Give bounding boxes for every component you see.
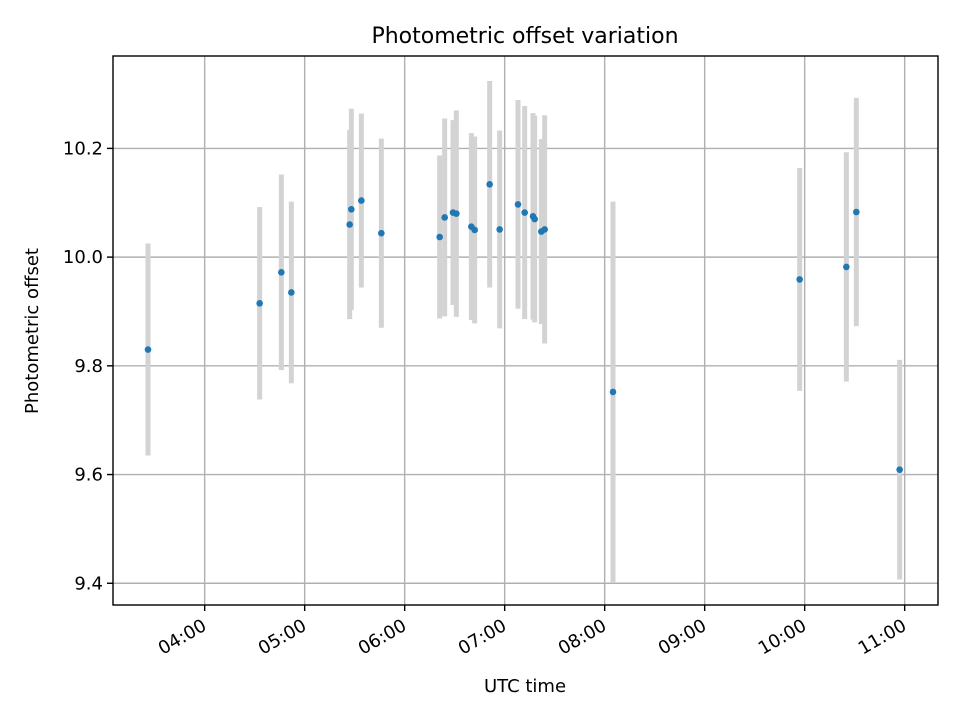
data-point xyxy=(453,210,460,217)
x-tick-label: 07:00 xyxy=(455,615,510,659)
x-axis-title: UTC time xyxy=(484,676,566,697)
data-point xyxy=(853,208,860,216)
data-point xyxy=(843,263,850,271)
data-point xyxy=(278,269,285,276)
chart-title: Photometric offset variation xyxy=(371,24,678,49)
x-tick-label: 09:00 xyxy=(655,615,710,659)
data-point xyxy=(541,226,548,233)
x-tick-label: 10:00 xyxy=(755,615,810,659)
x-tick-label: 05:00 xyxy=(255,615,310,659)
errorbar-layer xyxy=(145,81,903,583)
data-point xyxy=(256,300,263,307)
data-point xyxy=(796,276,803,283)
data-point xyxy=(486,180,493,188)
data-point xyxy=(348,205,355,213)
y-tick-label: 9.8 xyxy=(74,356,103,377)
data-point xyxy=(896,466,903,473)
data-point xyxy=(471,226,478,234)
data-point xyxy=(358,197,365,204)
data-point xyxy=(496,226,503,233)
data-point xyxy=(609,388,617,396)
y-axis-title: Photometric offset xyxy=(22,248,43,414)
x-tick-label: 06:00 xyxy=(355,615,410,659)
plot-frame xyxy=(112,55,939,606)
y-tick-label: 10.2 xyxy=(63,138,103,159)
x-tick-label: 11:00 xyxy=(855,615,910,659)
data-point xyxy=(436,233,443,241)
data-point xyxy=(288,289,295,296)
y-tick-label: 10.0 xyxy=(63,247,103,268)
x-axis-ticks: 04:00 05:00 06:00 07:00 08:00 09:00 10:00 11:00 xyxy=(155,605,910,659)
data-point xyxy=(531,215,538,223)
y-tick-label: 9.4 xyxy=(74,573,103,594)
y-tick-label: 9.6 xyxy=(74,465,103,486)
data-point xyxy=(441,214,448,221)
x-tick-label: 08:00 xyxy=(555,615,610,659)
x-tick-label: 04:00 xyxy=(155,615,210,659)
data-point xyxy=(346,221,353,228)
point-layer xyxy=(144,180,903,473)
data-point xyxy=(514,201,522,208)
data-point xyxy=(378,229,385,237)
y-axis-ticks: 9.4 9.6 9.8 10.0 10.2 xyxy=(63,138,113,594)
data-point xyxy=(521,209,528,216)
data-point xyxy=(144,346,152,353)
